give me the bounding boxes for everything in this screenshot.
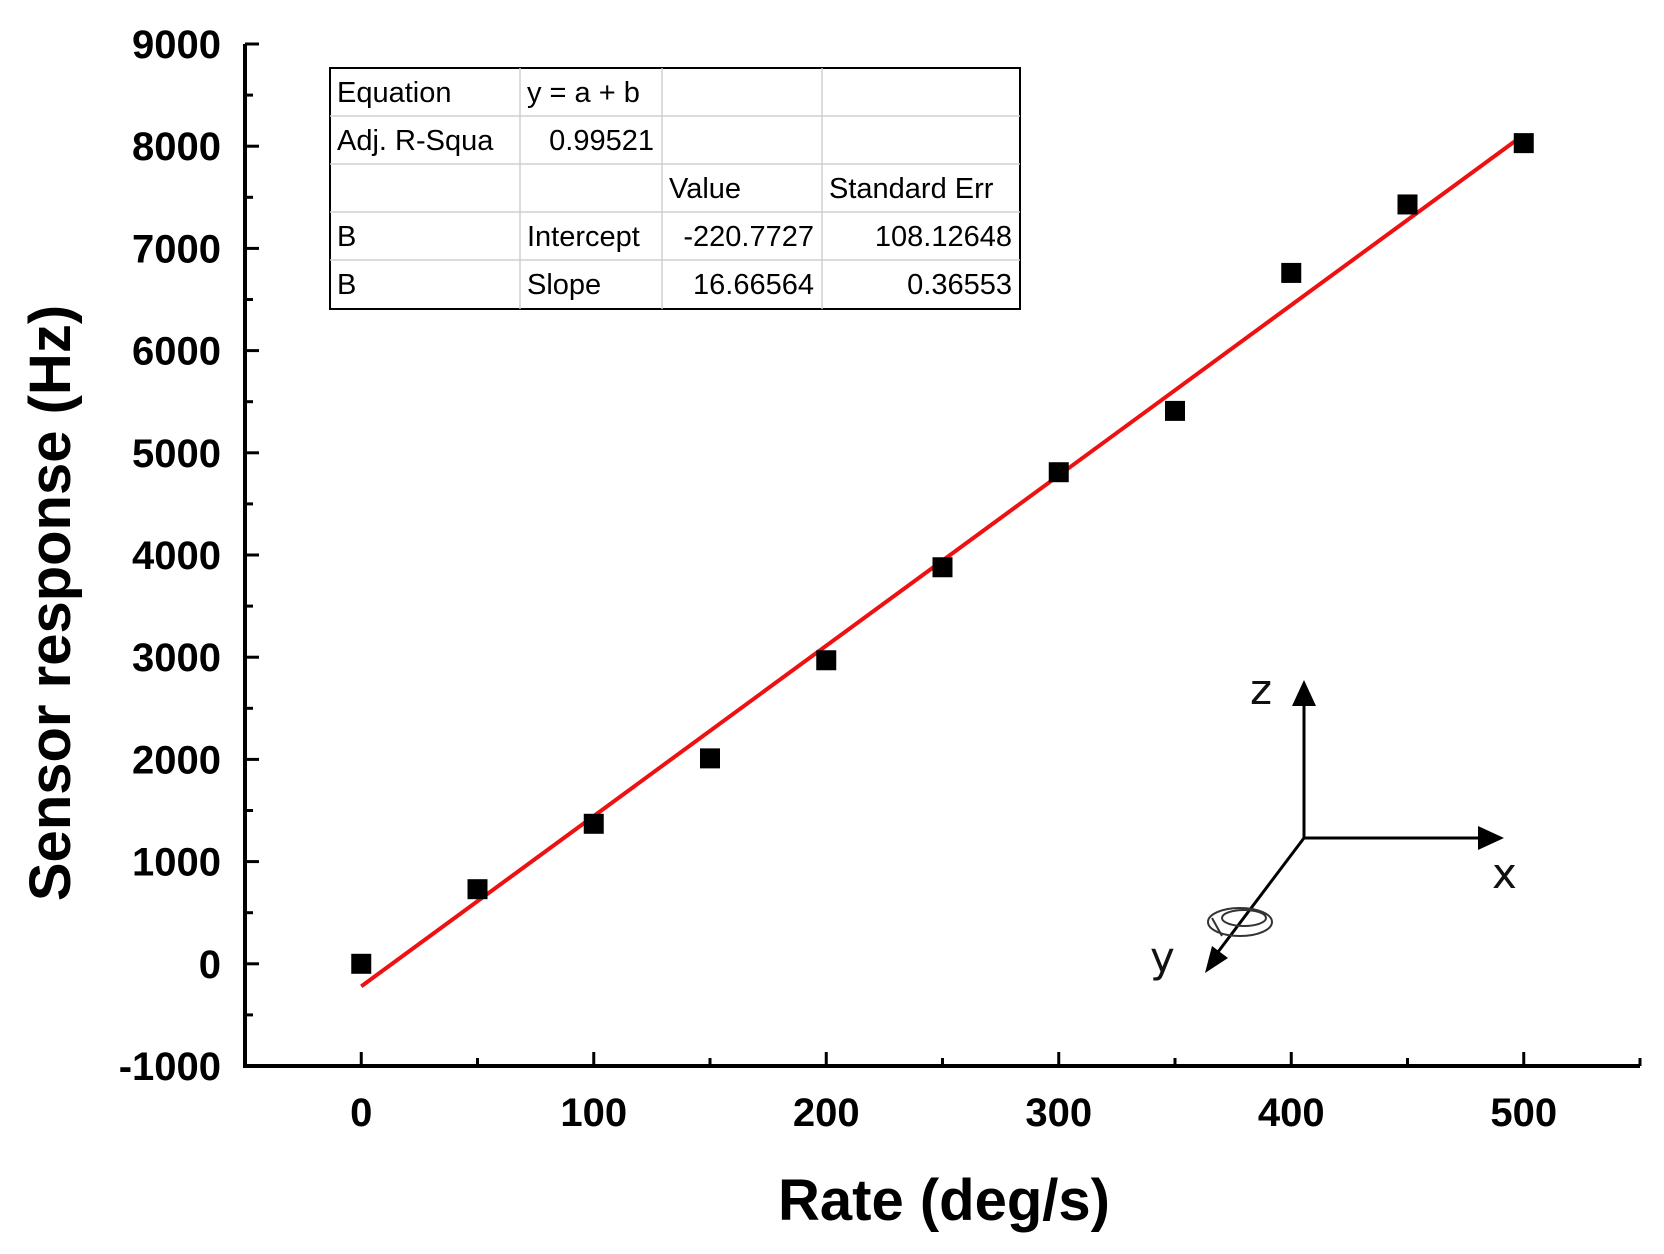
table-cell: Equation <box>337 77 452 109</box>
table-cell: 108.12648 <box>875 221 1012 253</box>
data-points <box>351 133 1534 974</box>
y-tick-label: 3000 <box>132 636 221 680</box>
data-point <box>1281 262 1302 283</box>
y-tick-label: 2000 <box>132 738 221 782</box>
table-cell: -220.7727 <box>683 221 814 253</box>
y-tick-label: 7000 <box>132 227 221 271</box>
table-cell: Intercept <box>527 221 640 253</box>
y-axis-arrow <box>1216 837 1306 953</box>
table-cell: Slope <box>527 269 601 301</box>
y-tick-label: 8000 <box>132 125 221 169</box>
data-point <box>583 813 604 834</box>
y-arrowhead <box>1205 946 1228 973</box>
y-tick-label: 0 <box>199 943 221 987</box>
x-arrowhead <box>1478 826 1504 850</box>
data-point <box>467 879 488 900</box>
x-tick-label: 100 <box>560 1091 627 1135</box>
x-axis-title: Rate (deg/s) <box>778 1168 1110 1233</box>
y-axis-label: y <box>1150 933 1175 982</box>
coordinate-axes-inset: z x y <box>1150 665 1517 982</box>
data-point <box>1513 133 1534 154</box>
data-point <box>932 557 953 578</box>
y-tick-label: 5000 <box>132 432 221 476</box>
table-cell: Standard Err <box>829 173 994 205</box>
y-axis-title: Sensor response (Hz) <box>18 305 83 901</box>
data-point <box>700 748 720 769</box>
x-tick-label: 0 <box>350 1091 372 1135</box>
table-border <box>329 67 1021 310</box>
data-point <box>1048 462 1069 483</box>
x-tick-label: 300 <box>1025 1091 1092 1135</box>
x-axis-ticks: 0 100 200 300 400 500 <box>243 1052 1642 1135</box>
z-arrowhead <box>1292 680 1316 706</box>
x-tick-label: 200 <box>793 1091 860 1135</box>
x-tick-label: 500 <box>1490 1091 1557 1135</box>
z-axis-label: z <box>1250 665 1272 714</box>
x-tick-label: 400 <box>1258 1091 1325 1135</box>
table-cell: Value <box>669 173 741 205</box>
x-axis-label: x <box>1492 849 1517 898</box>
table-cell: Adj. R-Squa <box>337 125 494 157</box>
y-axis-ticks: -1000 0 1000 2000 3000 4000 5000 6000 7000 8000 90… <box>119 23 259 1089</box>
data-point <box>1397 194 1418 215</box>
table-cell: B <box>337 221 356 253</box>
table-cell: 0.36553 <box>907 269 1012 301</box>
y-tick-label: -1000 <box>119 1045 221 1089</box>
table-cell: 16.66564 <box>693 269 814 301</box>
table-cell: y = a + b <box>527 77 640 109</box>
table-cell: 0.99521 <box>549 125 654 157</box>
y-tick-label: 4000 <box>132 534 221 578</box>
data-point <box>1165 400 1185 421</box>
y-tick-label: 9000 <box>132 23 221 67</box>
y-tick-label: 6000 <box>132 330 221 374</box>
fit-results-table: Equation y = a + b Adj. R-Squa 0.99521 Value… <box>329 67 1021 310</box>
rotation-arrow-icon <box>1207 907 1273 937</box>
y-tick-label: 1000 <box>132 841 221 885</box>
data-point <box>816 650 837 671</box>
data-point <box>351 953 372 974</box>
table-cell: B <box>337 269 356 301</box>
